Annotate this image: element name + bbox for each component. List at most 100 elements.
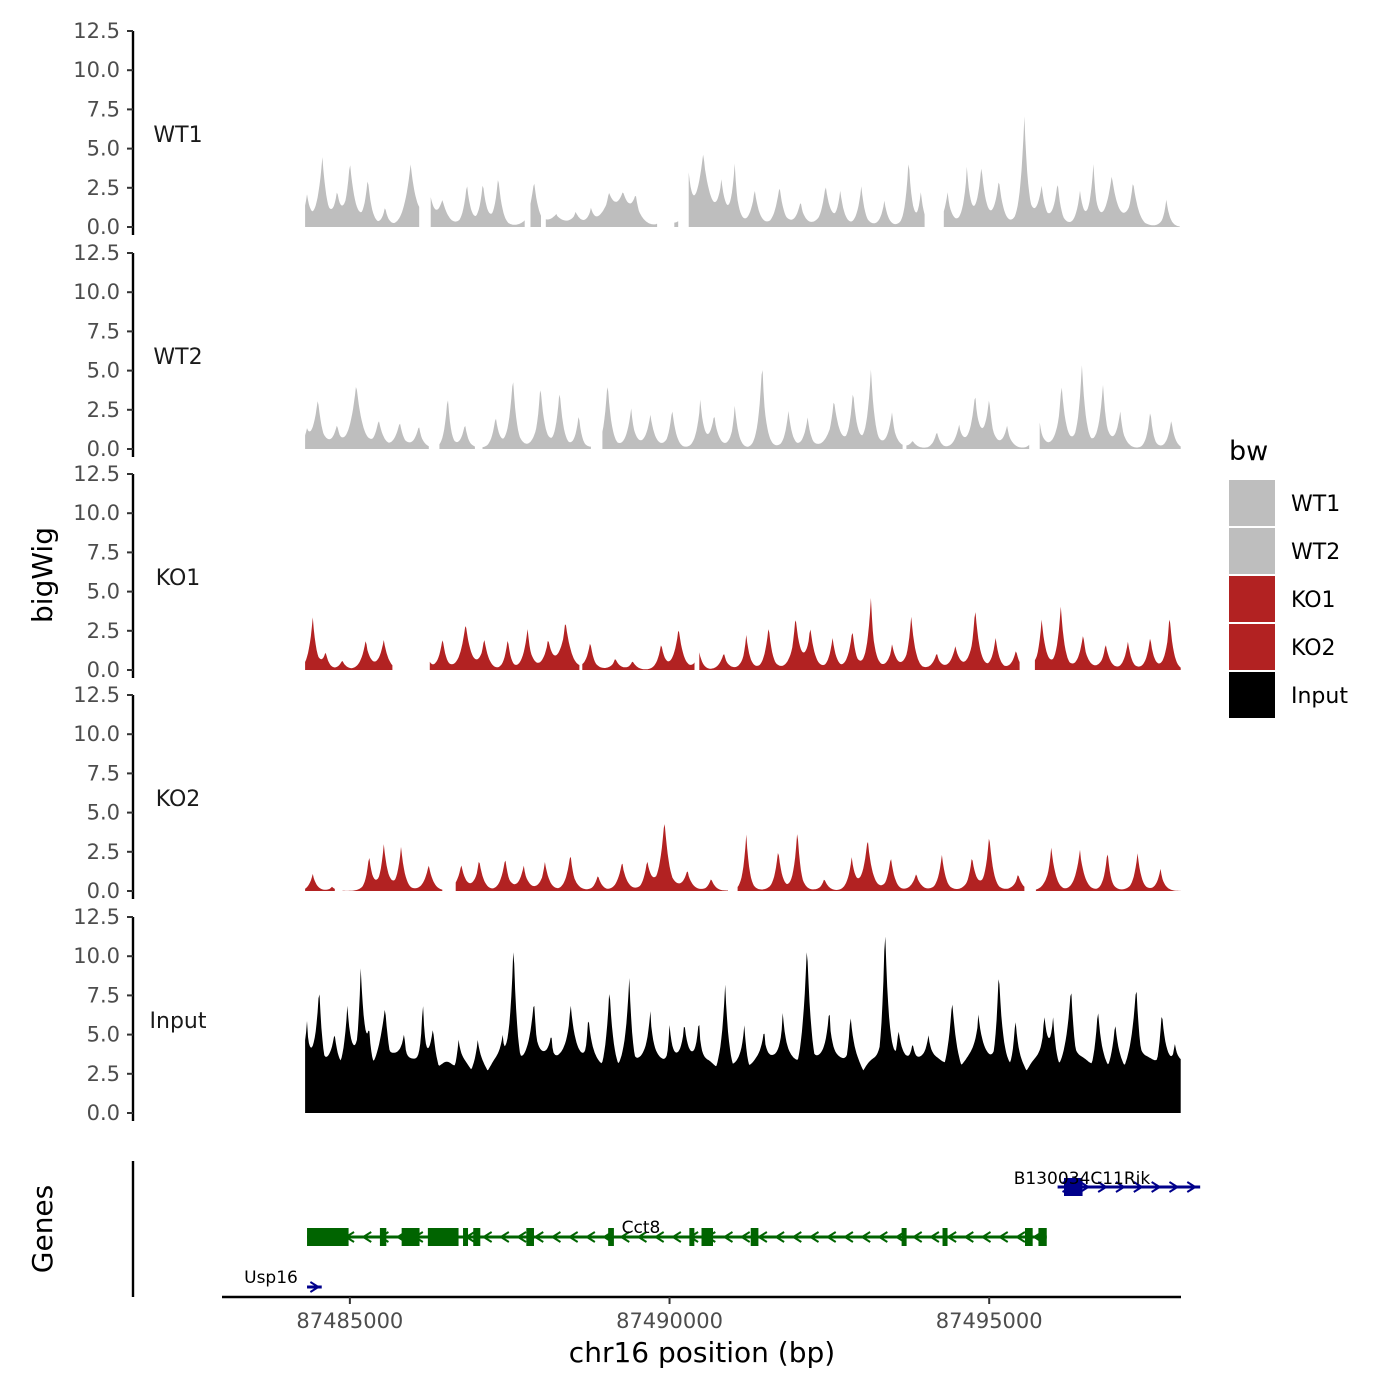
strand-arrow-icon: [1015, 1231, 1026, 1243]
y-tick-label: 2.5: [87, 840, 120, 864]
gene-label: B130034C11Rik: [1014, 1169, 1151, 1189]
y-axis-title: bigWig: [26, 527, 59, 623]
coverage-area-wt1: [674, 221, 679, 227]
y-tick-label: 10.0: [73, 501, 120, 525]
strand-arrow-icon: [980, 1231, 992, 1243]
y-tick-label: 10.0: [73, 280, 120, 304]
coverage-area-wt1: [530, 183, 541, 227]
coverage-area-wt1: [545, 192, 658, 227]
gene-b130034c11rik: B130034C11Rik: [1014, 1169, 1201, 1196]
coverage-area-ko1: [1034, 606, 1181, 670]
strand-arrow-icon: [877, 1231, 888, 1243]
track-panel-wt1: 0.0 2.5 5.0 7.5 10.0 12.5 WT1: [73, 19, 1180, 239]
y-tick-label: 10.0: [73, 722, 120, 746]
track-label-ko2: KO2: [156, 787, 201, 812]
strand-arrow-icon: [757, 1231, 768, 1243]
coverage-area-wt2: [602, 369, 903, 449]
gene-exon: [689, 1228, 695, 1246]
x-tick-label: 87485000: [296, 1309, 403, 1333]
strand-arrow-icon: [774, 1231, 785, 1243]
coverage-area-ko2: [455, 824, 728, 891]
gene-exon: [473, 1228, 481, 1246]
strand-arrow-icon: [567, 1231, 579, 1243]
coverage-area-wt2: [1039, 365, 1181, 449]
legend-label-wt1: WT1: [1291, 492, 1340, 517]
strand-arrow-icon: [1186, 1181, 1198, 1193]
y-tick-label: 0.0: [87, 437, 120, 461]
legend-swatch-ko2: [1229, 624, 1275, 670]
y-tick-label: 7.5: [87, 761, 120, 785]
coverage-area-wt2: [305, 387, 429, 449]
legend-label-ko1: KO1: [1291, 588, 1336, 613]
track-panel-input: 0.0 2.5 5.0 7.5 10.0 12.5 Input: [73, 905, 1181, 1125]
y-tick-label: 5.0: [87, 580, 120, 604]
genes-title-group: Genes: [26, 1185, 59, 1273]
y-tick-label: 7.5: [87, 540, 120, 564]
coverage-area-ko1: [305, 617, 393, 670]
strand-arrow-icon: [843, 1231, 854, 1243]
track-panel-ko1: 0.0 2.5 5.0 7.5 10.0 12.5 KO1: [73, 462, 1181, 682]
track-panel-wt2: 0.0 2.5 5.0 7.5 10.0 12.5 WT2: [73, 241, 1181, 461]
strand-arrow-icon: [1133, 1181, 1144, 1193]
strand-arrow-icon: [481, 1231, 493, 1243]
legend-title: bw: [1229, 436, 1268, 467]
strand-arrow-icon: [1151, 1181, 1162, 1193]
y-tick-label: 2.5: [87, 1062, 120, 1086]
gene-exon: [942, 1228, 948, 1246]
gene-exon: [379, 1228, 387, 1246]
y-tick-label: 7.5: [87, 97, 120, 121]
legend-label-input: Input: [1291, 684, 1348, 709]
coverage-area-ko2: [1035, 847, 1181, 891]
strand-arrow-icon: [1079, 1181, 1091, 1193]
y-tick-label: 0.0: [87, 658, 120, 682]
strand-arrow-icon: [584, 1231, 596, 1243]
coverage-area-wt1: [688, 154, 925, 227]
y-tick-label: 7.5: [87, 983, 120, 1007]
gene-exon: [901, 1228, 907, 1246]
strand-arrow-icon: [911, 1231, 923, 1243]
strand-arrow-icon: [963, 1231, 974, 1243]
gene-exon: [1064, 1178, 1083, 1196]
y-tick-label: 5.0: [87, 359, 120, 383]
strand-arrow-icon: [653, 1231, 665, 1243]
legend-label-wt2: WT2: [1291, 540, 1340, 565]
y-tick-label: 2.5: [87, 619, 120, 643]
x-tick-label: 87490000: [616, 1309, 723, 1333]
gene-label: Cct8: [622, 1218, 661, 1238]
strand-arrow-icon: [722, 1231, 734, 1243]
y-tick-label: 5.0: [87, 801, 120, 825]
strand-arrow-icon: [361, 1231, 372, 1243]
y-tick-label: 10.0: [73, 944, 120, 968]
strand-arrow-icon: [619, 1231, 630, 1243]
y-tick-label: 12.5: [73, 462, 120, 486]
y-axis-title-group: bigWig: [26, 527, 59, 623]
gene-exon: [401, 1228, 420, 1246]
genes-track: Cct8 B130034C11Rik Usp16: [131, 1161, 1201, 1297]
gene-usp16: Usp16: [244, 1268, 322, 1293]
strand-arrow-icon: [808, 1231, 820, 1243]
y-tick-label: 12.5: [73, 19, 120, 43]
strand-arrow-icon: [550, 1231, 561, 1243]
y-tick-label: 0.0: [87, 215, 120, 239]
track-label-wt1: WT1: [153, 123, 202, 148]
gene-exon: [463, 1228, 469, 1246]
strand-arrow-icon: [498, 1231, 510, 1243]
strand-arrow-icon: [946, 1231, 957, 1243]
legend: bw WT1 WT2 KO1 KO2 Input: [1229, 436, 1348, 718]
strand-arrow-icon: [636, 1231, 648, 1243]
coverage-area-input: [305, 936, 1181, 1113]
y-tick-label: 12.5: [73, 241, 120, 265]
gene-exon: [608, 1228, 614, 1246]
coverage-area-ko1: [699, 598, 1020, 670]
gene-exon: [1038, 1228, 1047, 1246]
coverage-area-ko2: [305, 873, 335, 891]
coverage-area-wt1: [943, 116, 1180, 227]
y-tick-label: 0.0: [87, 1101, 120, 1125]
legend-swatch-input: [1229, 672, 1275, 718]
y-tick-label: 12.5: [73, 905, 120, 929]
gene-exon: [427, 1228, 459, 1246]
coverage-area-wt1: [430, 180, 525, 227]
coverage-area-ko1: [582, 630, 695, 670]
x-axis: 87485000 87490000 87495000: [222, 1295, 1181, 1333]
